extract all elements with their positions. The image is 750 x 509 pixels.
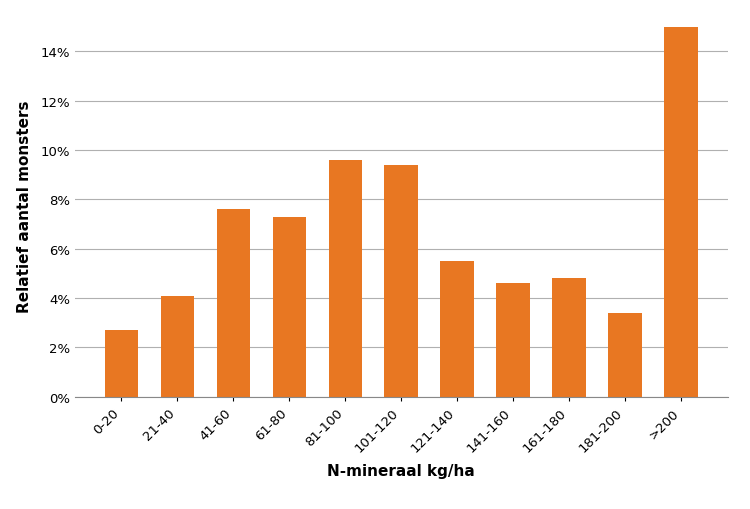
Bar — [664, 27, 698, 397]
Bar — [217, 210, 250, 397]
Bar — [608, 313, 642, 397]
Bar — [105, 330, 138, 397]
Bar — [440, 262, 474, 397]
Bar — [496, 284, 530, 397]
Bar — [328, 160, 362, 397]
Bar — [160, 296, 194, 397]
Bar — [552, 279, 586, 397]
Bar — [385, 165, 418, 397]
X-axis label: N-mineraal kg/ha: N-mineraal kg/ha — [327, 463, 476, 477]
Y-axis label: Relatief aantal monsters: Relatief aantal monsters — [17, 100, 32, 312]
Bar — [272, 217, 306, 397]
